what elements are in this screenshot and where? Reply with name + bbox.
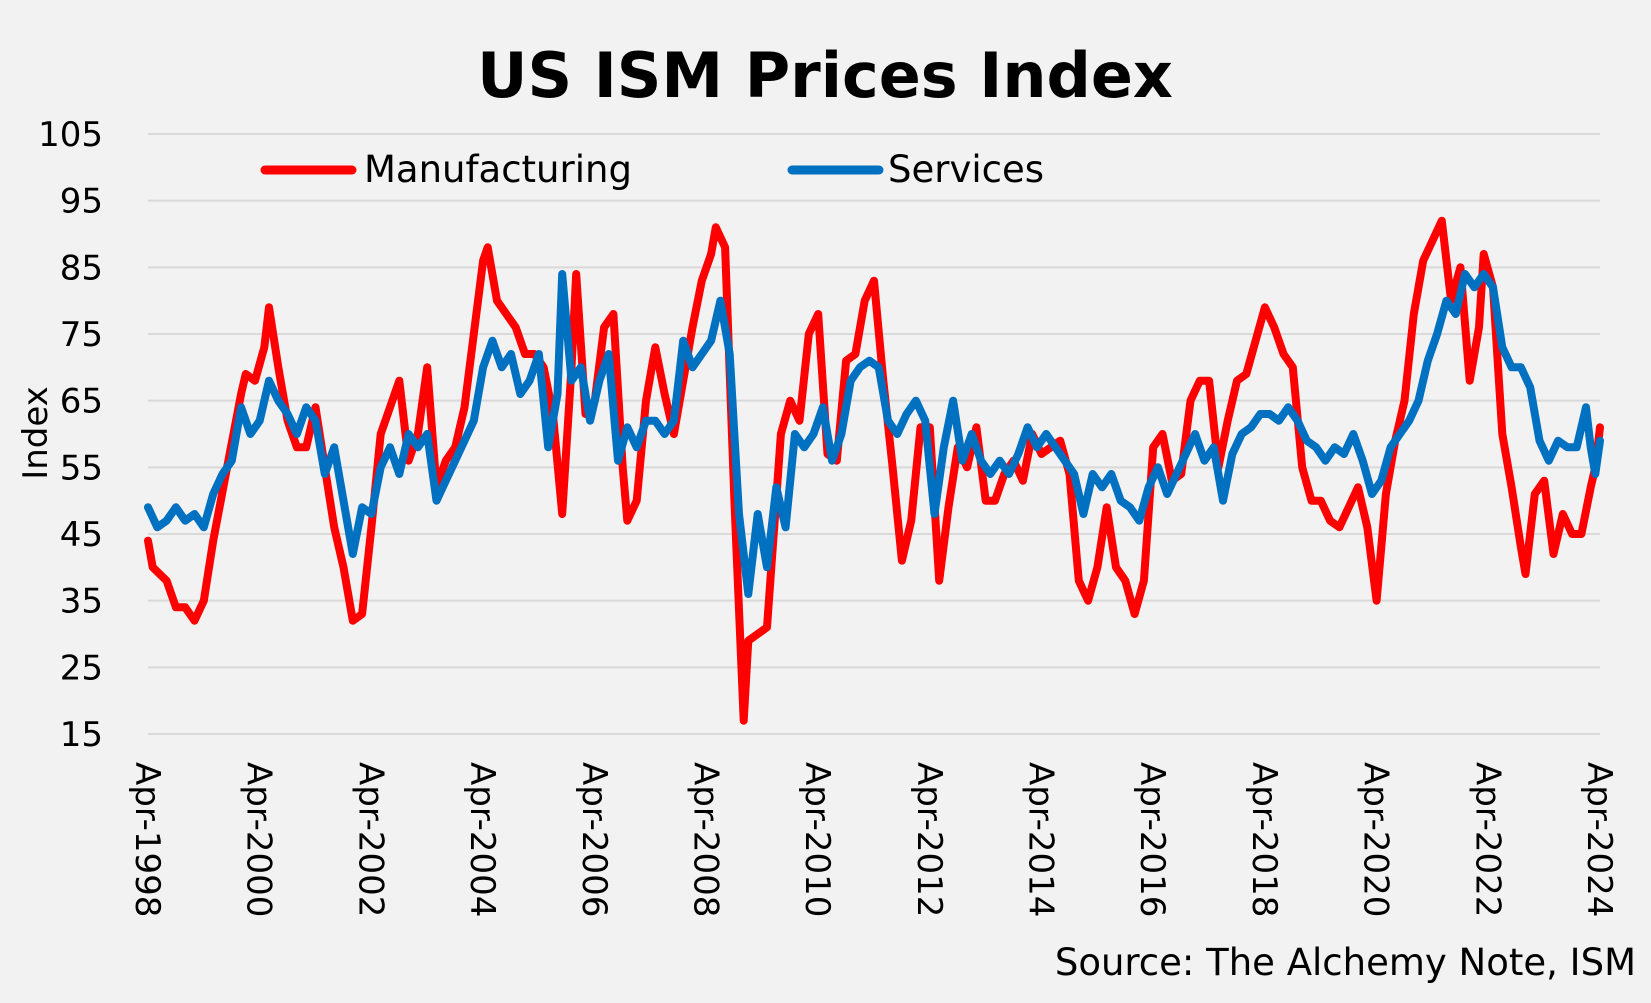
- y-tick-label: 55: [60, 448, 103, 488]
- x-tick-label: Apr-2014: [1021, 762, 1061, 917]
- legend-label-manufacturing: Manufacturing: [364, 148, 632, 191]
- y-tick-label: 15: [60, 715, 103, 755]
- x-tick-label: Apr-1998: [127, 762, 167, 917]
- legend-label-services: Services: [888, 148, 1044, 191]
- x-tick-label: Apr-2004: [462, 762, 502, 917]
- x-axis-ticks: Apr-1998 Apr-2000 Apr-2002 Apr-2004 Apr-2006…: [127, 762, 1619, 917]
- x-tick-label: Apr-2022: [1467, 762, 1507, 917]
- series-line-manufacturing: [144, 216, 1604, 725]
- x-tick-label: Apr-2010: [797, 762, 837, 917]
- source-note: Source: The Alchemy Note, ISM: [1055, 941, 1636, 984]
- y-tick-label: 35: [60, 582, 103, 622]
- grid: [148, 133, 1600, 735]
- x-tick-label: Apr-2012: [909, 762, 949, 917]
- x-tick-label: Apr-2020: [1356, 762, 1396, 917]
- y-axis-ticks: 105 95 85 75 65 55 45 35 25 15: [38, 115, 103, 755]
- x-tick-label: Apr-2000: [239, 762, 279, 917]
- y-tick-label: 75: [60, 315, 103, 355]
- y-axis-label: Index: [16, 386, 56, 480]
- x-tick-label: Apr-2008: [685, 762, 725, 917]
- y-tick-label: 25: [60, 648, 103, 688]
- x-tick-label: Apr-2002: [350, 762, 390, 917]
- chart-title: US ISM Prices Index: [477, 39, 1173, 112]
- y-tick-label: 85: [60, 248, 103, 288]
- x-tick-label: Apr-2018: [1244, 762, 1284, 917]
- y-tick-label: 105: [38, 115, 103, 155]
- x-tick-label: Apr-2006: [574, 762, 614, 917]
- y-tick-label: 65: [60, 382, 103, 422]
- x-tick-label: Apr-2016: [1132, 762, 1172, 917]
- series-line-services: [144, 270, 1604, 598]
- legend: Manufacturing Services: [260, 148, 1044, 191]
- y-tick-label: 95: [60, 182, 103, 222]
- y-tick-label: 45: [60, 515, 103, 555]
- series-lines: [144, 216, 1604, 725]
- x-tick-label: Apr-2024: [1579, 762, 1619, 917]
